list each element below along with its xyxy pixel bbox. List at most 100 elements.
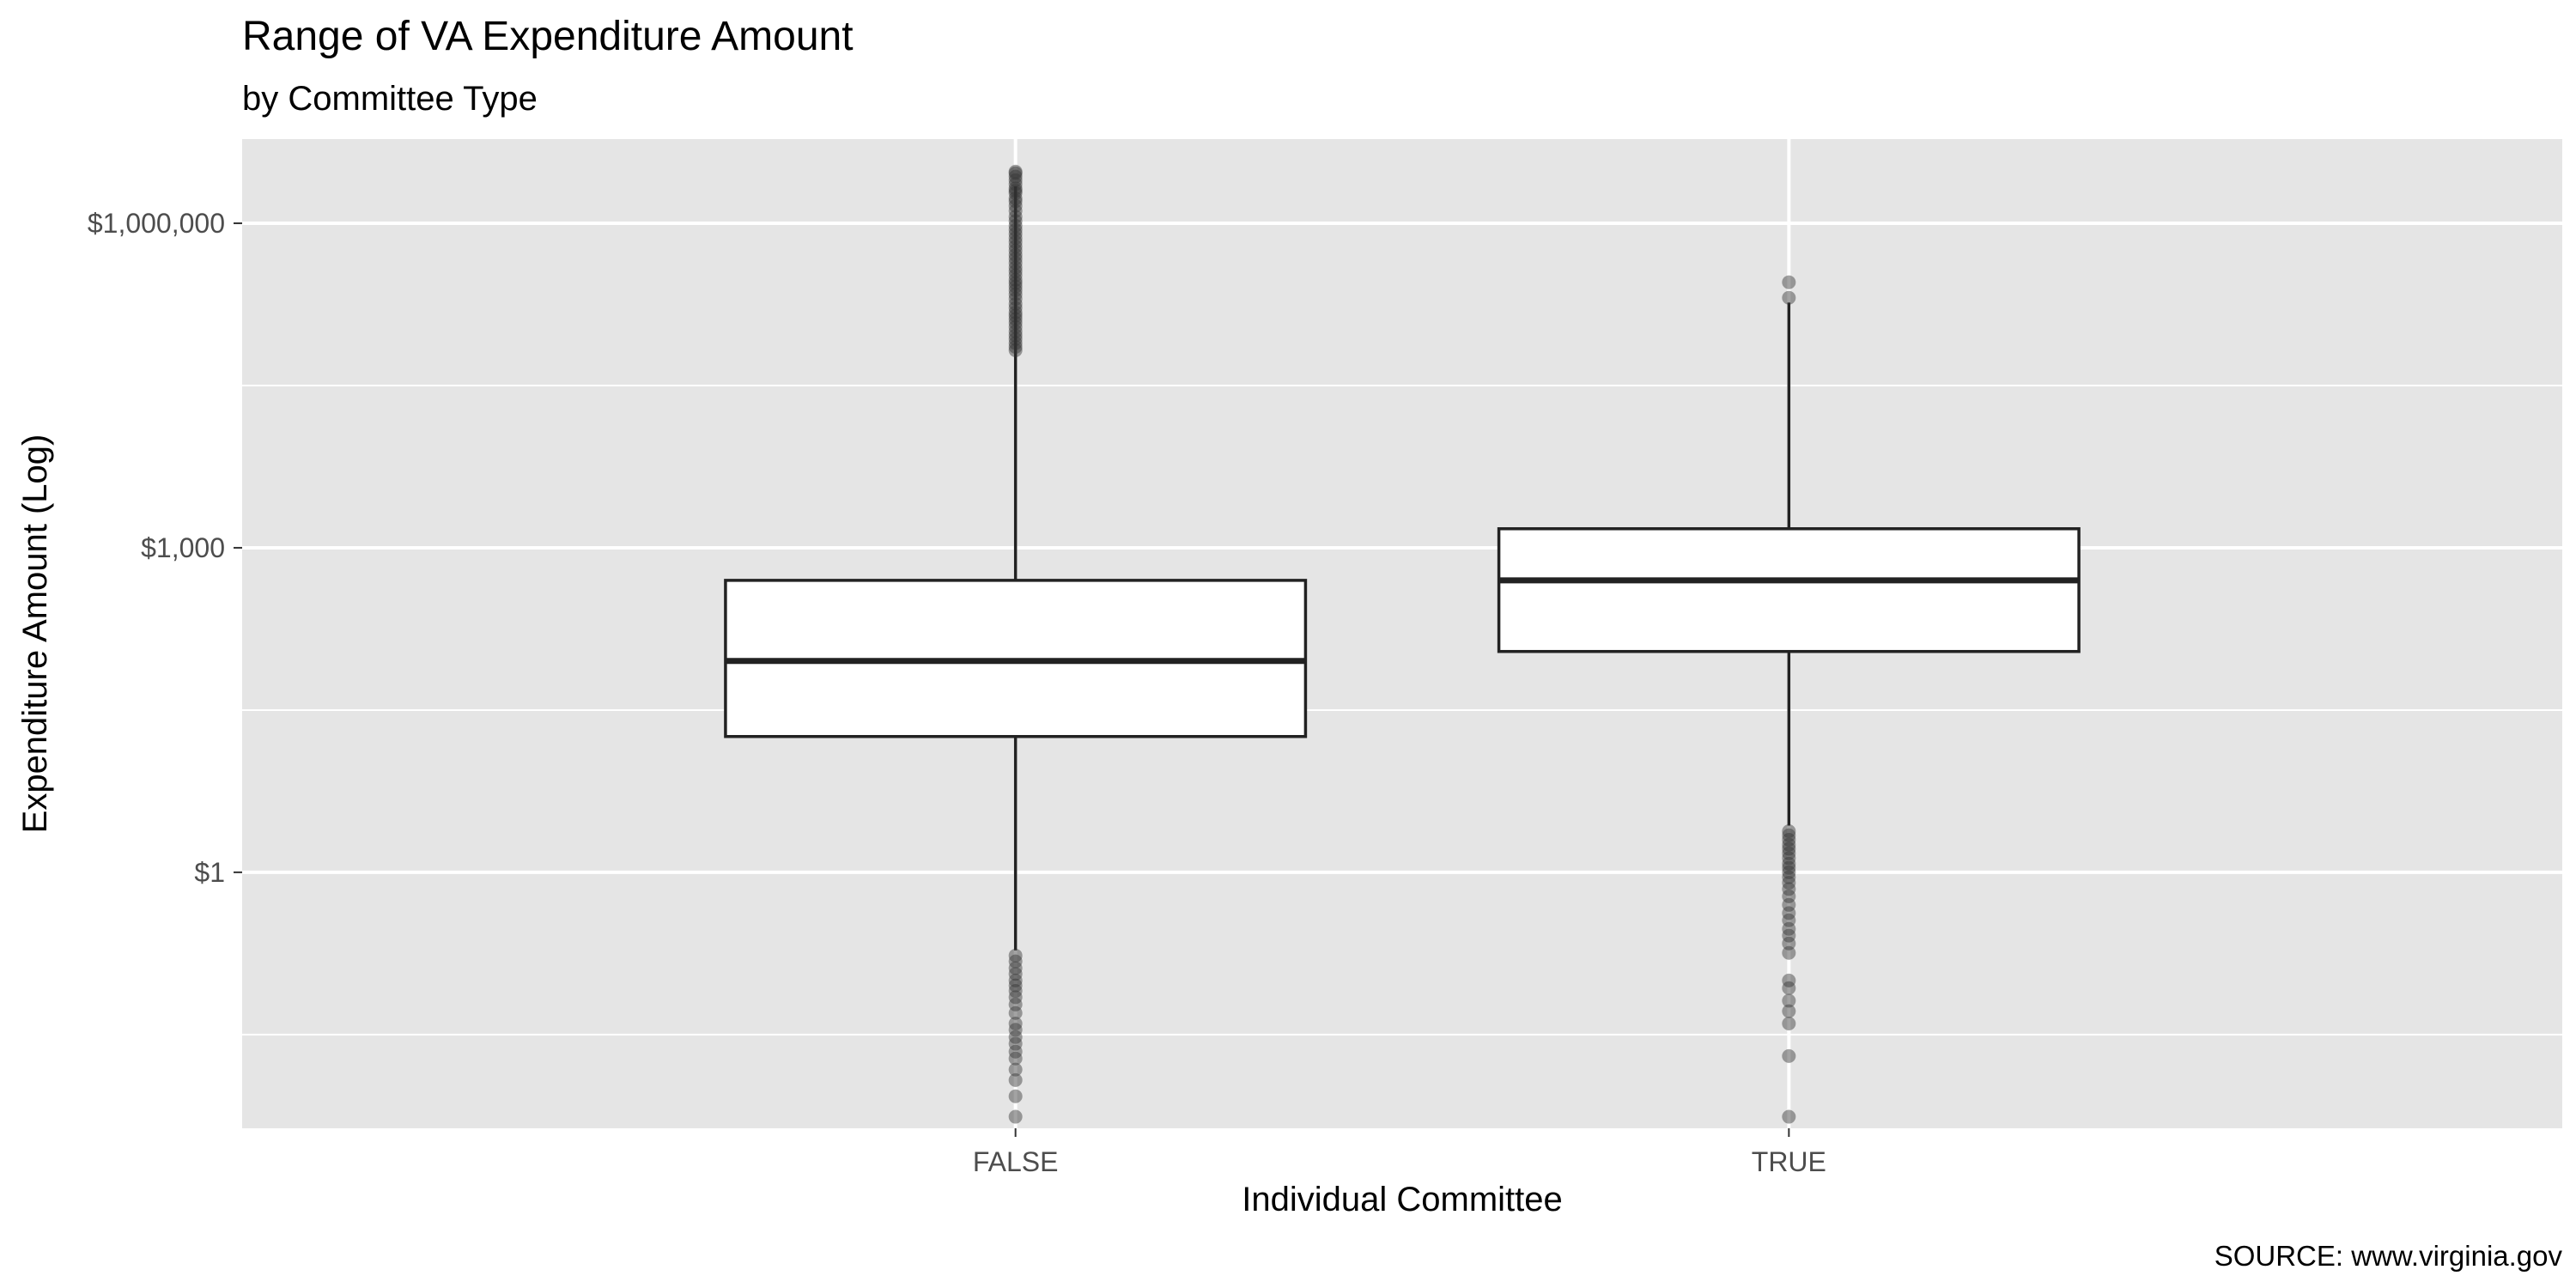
outlier-point xyxy=(1008,1089,1023,1103)
outlier-point xyxy=(1008,339,1023,354)
outlier-point xyxy=(1782,913,1796,927)
outlier-point xyxy=(1782,851,1796,866)
outlier-point xyxy=(1008,990,1023,1005)
x-axis: FALSE TRUE xyxy=(973,1128,1826,1177)
outlier-point xyxy=(1008,1062,1023,1077)
y-tick-label: $1 xyxy=(194,857,225,888)
outlier-point xyxy=(1782,981,1796,995)
outlier-point xyxy=(1008,305,1023,319)
x-tick-label: FALSE xyxy=(973,1146,1059,1177)
chart-subtitle: by Committee Type xyxy=(242,80,538,118)
outlier-point xyxy=(1782,846,1796,860)
outlier-point xyxy=(1008,1016,1023,1030)
outlier-point xyxy=(1008,256,1023,270)
box-false xyxy=(724,164,1308,1124)
outlier-point xyxy=(1008,204,1023,218)
outlier-point xyxy=(1782,1109,1796,1124)
outlier-point xyxy=(1782,928,1796,943)
outlier-point xyxy=(1782,828,1796,842)
outlier-point xyxy=(1782,823,1796,838)
outlier-point xyxy=(1008,316,1023,331)
x-tick-label: TRUE xyxy=(1752,1146,1826,1177)
outlier-point xyxy=(1008,191,1023,205)
outlier-point xyxy=(1782,1004,1796,1018)
x-axis-title: Individual Committee xyxy=(1242,1181,1563,1218)
outlier-point xyxy=(1008,973,1023,987)
outlier-point xyxy=(1008,292,1023,307)
outlier-point xyxy=(1008,312,1023,326)
outlier-point xyxy=(1008,283,1023,298)
y-axis-title: Expenditure Amount (Log) xyxy=(16,434,54,834)
outlier-point xyxy=(1008,961,1023,975)
outlier-point xyxy=(1008,325,1023,339)
outlier-point xyxy=(1782,856,1796,871)
outlier-point xyxy=(1008,1044,1023,1059)
source-caption: SOURCE: www.virginia.gov xyxy=(2215,1240,2563,1272)
outlier-point xyxy=(1008,218,1023,233)
outlier-point xyxy=(1008,185,1023,200)
outlier-point xyxy=(1008,268,1023,283)
outlier-point xyxy=(1782,973,1796,987)
plot-panel xyxy=(242,139,2562,1128)
outlier-point xyxy=(1008,222,1023,237)
outlier-point xyxy=(1008,272,1023,287)
outlier-point xyxy=(1008,260,1023,275)
box-iqr xyxy=(1497,527,2081,653)
outlier-point xyxy=(1782,921,1796,936)
outlier-point xyxy=(1782,897,1796,912)
chart-title: Range of VA Expenditure Amount xyxy=(242,14,854,59)
outlier-point xyxy=(1008,1030,1023,1044)
outlier-point xyxy=(1008,301,1023,315)
outlier-point xyxy=(1782,882,1796,896)
outlier-point xyxy=(1008,1072,1023,1087)
outlier-point xyxy=(1008,331,1023,346)
outlier-point xyxy=(1782,870,1796,884)
outlier-point xyxy=(1782,936,1796,951)
outlier-point xyxy=(1008,243,1023,258)
outlier-point xyxy=(1008,247,1023,262)
outlier-point xyxy=(1008,276,1023,290)
outlier-point xyxy=(1008,336,1023,350)
outlier-point xyxy=(1782,837,1796,852)
outlier-point xyxy=(1008,319,1023,334)
outlier-point xyxy=(1008,210,1023,224)
outlier-point xyxy=(1008,169,1023,184)
outlier-point xyxy=(1008,234,1023,249)
outlier-point xyxy=(1782,275,1796,289)
outlier-point xyxy=(1782,876,1796,890)
outlier-point xyxy=(1008,231,1023,246)
outlier-point xyxy=(1008,308,1023,323)
outlier-point xyxy=(1008,984,1023,999)
outlier-point xyxy=(1008,214,1023,228)
outlier-point xyxy=(1008,264,1023,278)
outlier-point xyxy=(1782,841,1796,856)
outlier-point xyxy=(1782,865,1796,879)
box-true xyxy=(1497,275,2081,1124)
outlier-point xyxy=(1008,978,1023,993)
outlier-point xyxy=(1008,181,1023,196)
outlier-point xyxy=(1008,1036,1023,1051)
outlier-point xyxy=(1008,166,1023,180)
outlier-point xyxy=(1008,194,1023,209)
major-gridlines xyxy=(242,222,2562,874)
boxes xyxy=(724,164,2081,1124)
outlier-point xyxy=(1008,296,1023,311)
outlier-point xyxy=(1008,252,1023,266)
y-tick-label: $1,000 xyxy=(141,532,225,563)
outlier-point xyxy=(1008,967,1023,981)
outlier-point xyxy=(1782,832,1796,847)
outlier-point xyxy=(1008,177,1023,191)
outlier-point xyxy=(1008,1005,1023,1020)
outlier-point xyxy=(1008,173,1023,187)
outlier-point xyxy=(1782,889,1796,903)
outlier-point xyxy=(1008,328,1023,343)
outlier-point xyxy=(1008,948,1023,963)
outlier-point xyxy=(1782,290,1796,305)
outlier-point xyxy=(1782,860,1796,875)
outlier-point xyxy=(1782,993,1796,1008)
outlier-point xyxy=(1008,287,1023,301)
y-axis: $1 $1,000 $1,000,000 xyxy=(88,208,242,888)
outlier-point xyxy=(1782,945,1796,960)
outlier-point xyxy=(1008,240,1023,254)
outlier-point xyxy=(1008,1051,1023,1066)
